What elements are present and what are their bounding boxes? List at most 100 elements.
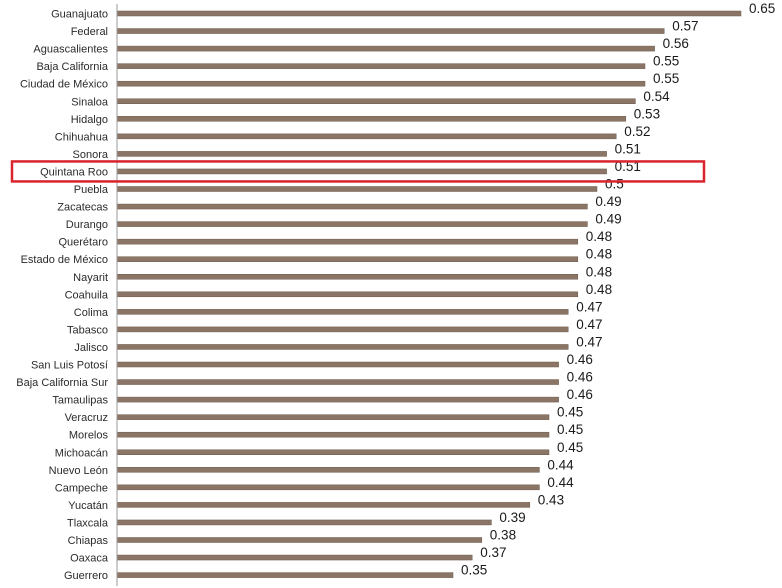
bar: [116, 554, 473, 561]
category-label: Zacatecas: [57, 202, 108, 214]
highlight-box: [10, 160, 706, 183]
bar: [116, 449, 550, 455]
bar: [116, 274, 579, 280]
bar: [116, 186, 598, 192]
bar: [116, 379, 559, 385]
category-label: Federal: [71, 26, 108, 38]
category-label: Estado de México: [21, 254, 108, 266]
bar: [116, 309, 569, 315]
bar: [116, 80, 646, 87]
category-label: Durango: [66, 219, 108, 231]
bar: [116, 431, 550, 438]
category-label: Veracruz: [65, 412, 108, 424]
category-label: Tlaxcala: [67, 517, 109, 529]
value-label: 0.54: [643, 89, 670, 104]
value-labels: 0.650.570.560.550.550.540.530.520.510.51…: [461, 1, 775, 578]
bar: [116, 133, 617, 140]
bar: [116, 484, 540, 491]
value-label: 0.45: [557, 405, 583, 420]
category-label: Baja California: [36, 61, 108, 73]
value-label: 0.45: [557, 440, 583, 455]
bar: [116, 572, 454, 578]
bar: [116, 10, 742, 17]
category-label: Ciudad de México: [20, 79, 108, 91]
bar: [116, 361, 559, 368]
bar: [116, 291, 579, 298]
value-label: 0.51: [615, 141, 641, 156]
category-label: Jalisco: [74, 342, 108, 354]
value-label: 0.53: [634, 106, 660, 121]
value-label: 0.46: [567, 387, 593, 402]
bar: [116, 256, 579, 262]
category-label: Quintana Roo: [40, 166, 108, 178]
value-label: 0.56: [663, 36, 689, 51]
value-label: 0.44: [547, 457, 574, 472]
value-label: 0.37: [480, 545, 506, 560]
category-label: San Luis Potosí: [31, 360, 108, 372]
category-label: Tamaulipas: [52, 395, 108, 407]
value-label: 0.55: [653, 54, 679, 69]
bar: [116, 537, 483, 543]
value-label: 0.39: [499, 510, 525, 525]
category-label: Oaxaca: [70, 553, 109, 565]
value-label: 0.48: [586, 229, 612, 244]
category-label: Michoacán: [55, 447, 108, 459]
value-label: 0.48: [586, 264, 612, 279]
category-label: Nayarit: [73, 272, 108, 284]
category-label: Campeche: [55, 482, 108, 494]
bar: [116, 519, 492, 526]
category-label: Aguascalientes: [33, 44, 108, 56]
bar: [116, 28, 665, 34]
value-label: 0.52: [624, 124, 650, 139]
category-label: Colima: [74, 307, 109, 319]
value-label: 0.44: [547, 475, 574, 490]
bar: [116, 116, 627, 122]
category-label: Baja California Sur: [16, 377, 108, 389]
bar: [116, 151, 607, 157]
category-label: Morelos: [69, 430, 109, 442]
value-label: 0.57: [672, 19, 698, 34]
category-label: Tabasco: [67, 324, 108, 336]
value-label: 0.47: [576, 334, 602, 349]
bar: [116, 467, 540, 473]
category-label: Guerrero: [64, 570, 108, 582]
category-label: Puebla: [74, 184, 109, 196]
category-label: Chiapas: [68, 535, 109, 547]
bar: [116, 45, 655, 52]
bar: [116, 238, 579, 245]
value-label: 0.45: [557, 422, 583, 437]
category-label: Nuevo León: [49, 465, 108, 477]
bar: [116, 502, 531, 508]
value-label: 0.49: [595, 194, 621, 209]
category-label: Sinaloa: [71, 96, 109, 108]
bar: [116, 344, 569, 350]
bar: [116, 414, 550, 420]
bar: [116, 168, 607, 175]
value-label: 0.48: [586, 247, 612, 262]
category-label: Yucatán: [68, 500, 108, 512]
value-label: 0.43: [538, 492, 564, 507]
bars-group: [116, 10, 742, 578]
value-label: 0.65: [749, 1, 775, 16]
value-label: 0.55: [653, 71, 679, 86]
value-label: 0.35: [461, 563, 487, 578]
category-label: Coahuila: [65, 289, 109, 301]
bar: [116, 203, 588, 210]
value-label: 0.5: [605, 177, 624, 192]
bar: [116, 98, 636, 104]
category-label: Sonora: [73, 149, 109, 161]
bar: [116, 326, 569, 333]
category-label: Chihuahua: [55, 131, 109, 143]
value-label: 0.48: [586, 282, 612, 297]
value-label: 0.49: [595, 212, 621, 227]
category-labels: Guanajuato Federal Aguascalientes Baja Cali…: [16, 9, 109, 583]
category-label: Guanajuato: [51, 9, 108, 21]
bar: [116, 221, 588, 227]
category-label: Querétaro: [58, 237, 108, 249]
value-label: 0.38: [490, 528, 516, 543]
value-label: 0.46: [567, 370, 593, 385]
value-label: 0.47: [576, 317, 602, 332]
bar: [116, 63, 646, 69]
value-label: 0.47: [576, 299, 602, 314]
bar: [116, 396, 559, 403]
